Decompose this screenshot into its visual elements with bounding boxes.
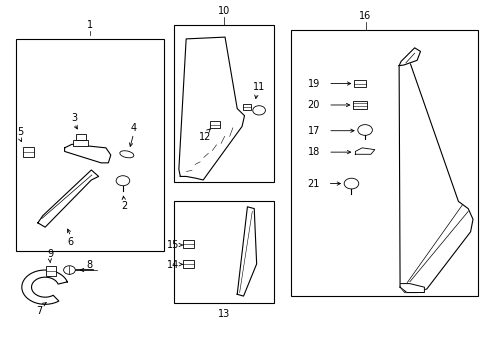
Circle shape (252, 106, 265, 115)
Text: 10: 10 (217, 6, 229, 16)
Circle shape (357, 125, 372, 135)
Text: 1: 1 (87, 20, 93, 30)
Circle shape (63, 266, 75, 274)
Polygon shape (398, 62, 472, 293)
Text: 9: 9 (47, 249, 53, 259)
Text: 18: 18 (307, 147, 319, 157)
Text: 4: 4 (130, 123, 137, 133)
Polygon shape (22, 270, 67, 304)
Bar (174, 24, 273, 182)
Text: 20: 20 (307, 100, 320, 110)
Text: 12: 12 (199, 132, 211, 142)
Bar (210, 121, 220, 128)
Text: 19: 19 (307, 78, 319, 89)
Text: 3: 3 (71, 113, 77, 123)
Circle shape (116, 176, 129, 186)
Text: 17: 17 (307, 126, 320, 136)
Bar (45, 266, 56, 276)
Bar (183, 240, 194, 248)
Polygon shape (355, 148, 374, 154)
Bar (23, 147, 34, 157)
Bar (73, 140, 88, 146)
Text: 7: 7 (36, 306, 42, 316)
Bar (174, 202, 273, 303)
Text: 5: 5 (17, 127, 23, 137)
Polygon shape (398, 48, 420, 66)
Bar (76, 135, 85, 140)
Polygon shape (179, 37, 244, 180)
Text: 2: 2 (121, 202, 127, 211)
Bar (353, 80, 366, 87)
Text: 8: 8 (86, 260, 92, 270)
Polygon shape (399, 284, 424, 293)
Polygon shape (64, 144, 111, 163)
Text: 16: 16 (359, 11, 371, 21)
Text: 11: 11 (252, 82, 264, 93)
Bar (353, 100, 366, 109)
Bar (183, 260, 194, 268)
Ellipse shape (120, 151, 134, 158)
Polygon shape (237, 207, 256, 296)
Text: 6: 6 (68, 237, 74, 247)
Text: 14: 14 (166, 260, 179, 270)
Bar (242, 104, 251, 110)
Polygon shape (38, 170, 99, 227)
Bar (16, 39, 164, 251)
Text: 21: 21 (307, 179, 320, 189)
Text: 13: 13 (217, 309, 229, 319)
Circle shape (344, 178, 358, 189)
Bar (290, 30, 477, 296)
Text: 15: 15 (166, 240, 179, 250)
